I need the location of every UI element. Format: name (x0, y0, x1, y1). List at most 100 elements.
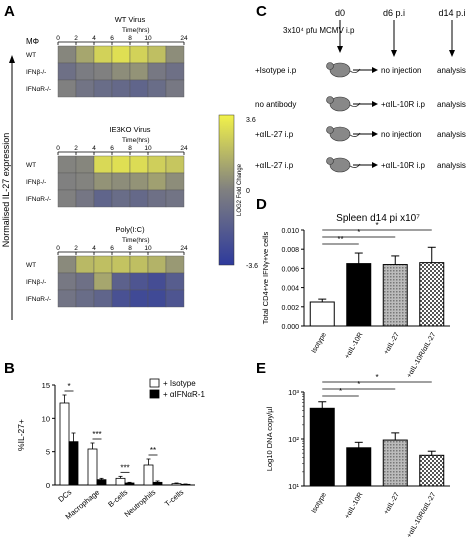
heatmap-cell (57, 79, 77, 98)
x-tick-label: DCs (56, 487, 73, 503)
heatmap-row-label: WT (26, 262, 36, 269)
mouse-icon (329, 157, 351, 173)
panel-d-letter: D (256, 196, 267, 213)
panel-e: E 10¹ 10² 10³ Log10 DNA copy/µl Isotype +αIL-… (256, 360, 450, 539)
treatment-d0: +Isotype i.p (255, 66, 297, 75)
bar (419, 454, 445, 487)
treatment-d0: no antibody (255, 100, 296, 109)
time-tick-label: 24 (180, 245, 188, 252)
x-tick-label: Isotype (311, 331, 328, 354)
bar (346, 447, 372, 487)
legend-swatch (149, 378, 160, 388)
heatmap-cell (57, 45, 77, 64)
bar (96, 479, 107, 486)
panel-c: C d0 d6 p.i d14 p.i 3x10⁴ pfu MCMV i.p +Isot… (255, 3, 466, 173)
y-axis-label: %IL-27+ (16, 419, 26, 451)
y-tick-label: 5 (46, 448, 50, 457)
treatment-d6: +αIL-10R i.p (381, 161, 426, 170)
treatment-d6: +αIL-10R i.p (381, 100, 426, 109)
mouse-tail-icon (349, 132, 361, 137)
heatmap-row-label: IFNβ-/- (26, 279, 46, 286)
heatmap-row-label: IFNβ-/- (26, 69, 46, 76)
time-tick-label: 24 (180, 145, 188, 152)
x-tick-label: +αIL-10R (344, 332, 365, 361)
panel-e-letter: E (256, 360, 266, 377)
x-tick-label: +αIL-10R/αIL-27 (406, 331, 438, 379)
bar (419, 262, 445, 327)
time-tick-label: 4 (92, 245, 96, 252)
analysis-label: analysis (437, 66, 466, 75)
mouse-head-icon (326, 126, 334, 134)
mouse-icon (329, 62, 351, 78)
x-tick-label: +αIL-10R/αIL-27 (406, 491, 438, 539)
time-tick-label: 8 (128, 35, 132, 42)
time-tick-label: 6 (110, 35, 114, 42)
significance-label: ** (150, 446, 156, 455)
arrowhead (391, 50, 397, 57)
heatmap-cell (93, 289, 113, 308)
heatmap-cell (75, 79, 95, 98)
analysis-label: analysis (437, 100, 466, 109)
time-axis-label: Time(hrs) (122, 137, 150, 144)
heatmap-cell (111, 255, 131, 274)
bar (143, 464, 154, 486)
row-arrowhead (372, 101, 378, 107)
heatmap-cell (93, 272, 113, 291)
heatmap-cell (111, 62, 131, 81)
chart-title: Spleen d14 pi x10⁷ (336, 213, 420, 224)
time-tick-label: 10 (144, 145, 152, 152)
heatmap-cell (111, 189, 131, 208)
heatmap-cell (129, 255, 149, 274)
heatmap-cell (75, 155, 95, 174)
bar (68, 441, 79, 486)
y-tick-label: 15 (42, 381, 50, 390)
panel-b-letter: B (4, 360, 15, 377)
significance-label: * (375, 373, 378, 382)
bar (87, 448, 98, 486)
time-tick-label: 10 (144, 245, 152, 252)
cell-type-label: MΦ (26, 37, 39, 46)
bar (382, 439, 408, 487)
heatmap-cell (75, 289, 95, 308)
y-tick-label: 0.000 (281, 324, 299, 331)
row-arrowhead (372, 67, 378, 73)
y-tick-label: 0.008 (281, 247, 299, 254)
heatmap-row-label: WT (26, 52, 36, 59)
bar (382, 264, 408, 327)
heatmap-cell (165, 79, 185, 98)
mouse-tail-icon (349, 102, 361, 107)
heatmap-cell (147, 79, 167, 98)
timeline-label: d6 p.i (383, 8, 405, 18)
legend-label: + αIFNαR-1 (163, 390, 205, 399)
significance-label: * (339, 387, 342, 396)
infection-label: 3x10⁴ pfu MCMV i.p (283, 26, 355, 35)
row-arrowhead (372, 162, 378, 168)
mouse-head-icon (326, 157, 334, 165)
heatmap-cell (147, 255, 167, 274)
heatmap-cell (129, 189, 149, 208)
panel-b: B 051015%IL-27+*DCs***Macrophage***B-cel… (4, 360, 205, 521)
heatmap-cell (129, 272, 149, 291)
significance-label: * (375, 221, 378, 230)
heatmap-cell (93, 62, 113, 81)
heatmap-cell (111, 272, 131, 291)
treatment-d6: no injection (381, 66, 421, 75)
heatmap-cell (129, 155, 149, 174)
heatmap-cell (57, 189, 77, 208)
heatmap-cell (147, 189, 167, 208)
significance-label: * (357, 380, 360, 389)
time-axis-label: Time(hrs) (122, 27, 150, 34)
mouse-tail-icon (349, 163, 361, 168)
colorbar-mid: 0 (246, 188, 250, 195)
time-tick-label: 0 (56, 245, 60, 252)
arrowhead (449, 50, 455, 57)
heatmap-cell (75, 62, 95, 81)
chart-d: Spleen d14 pi x10⁷ 0.000 0.002 0.004 0.006 0.… (261, 213, 450, 379)
colorbar-label: LOG2 Fold Change (237, 163, 243, 216)
y-tick-label: 0 (46, 481, 50, 490)
significance-label: * (67, 382, 70, 391)
heatmap-cell (111, 45, 131, 64)
treatment-d0: +αIL-27 i.p (255, 130, 294, 139)
x-tick-label: B-cells (106, 487, 129, 509)
